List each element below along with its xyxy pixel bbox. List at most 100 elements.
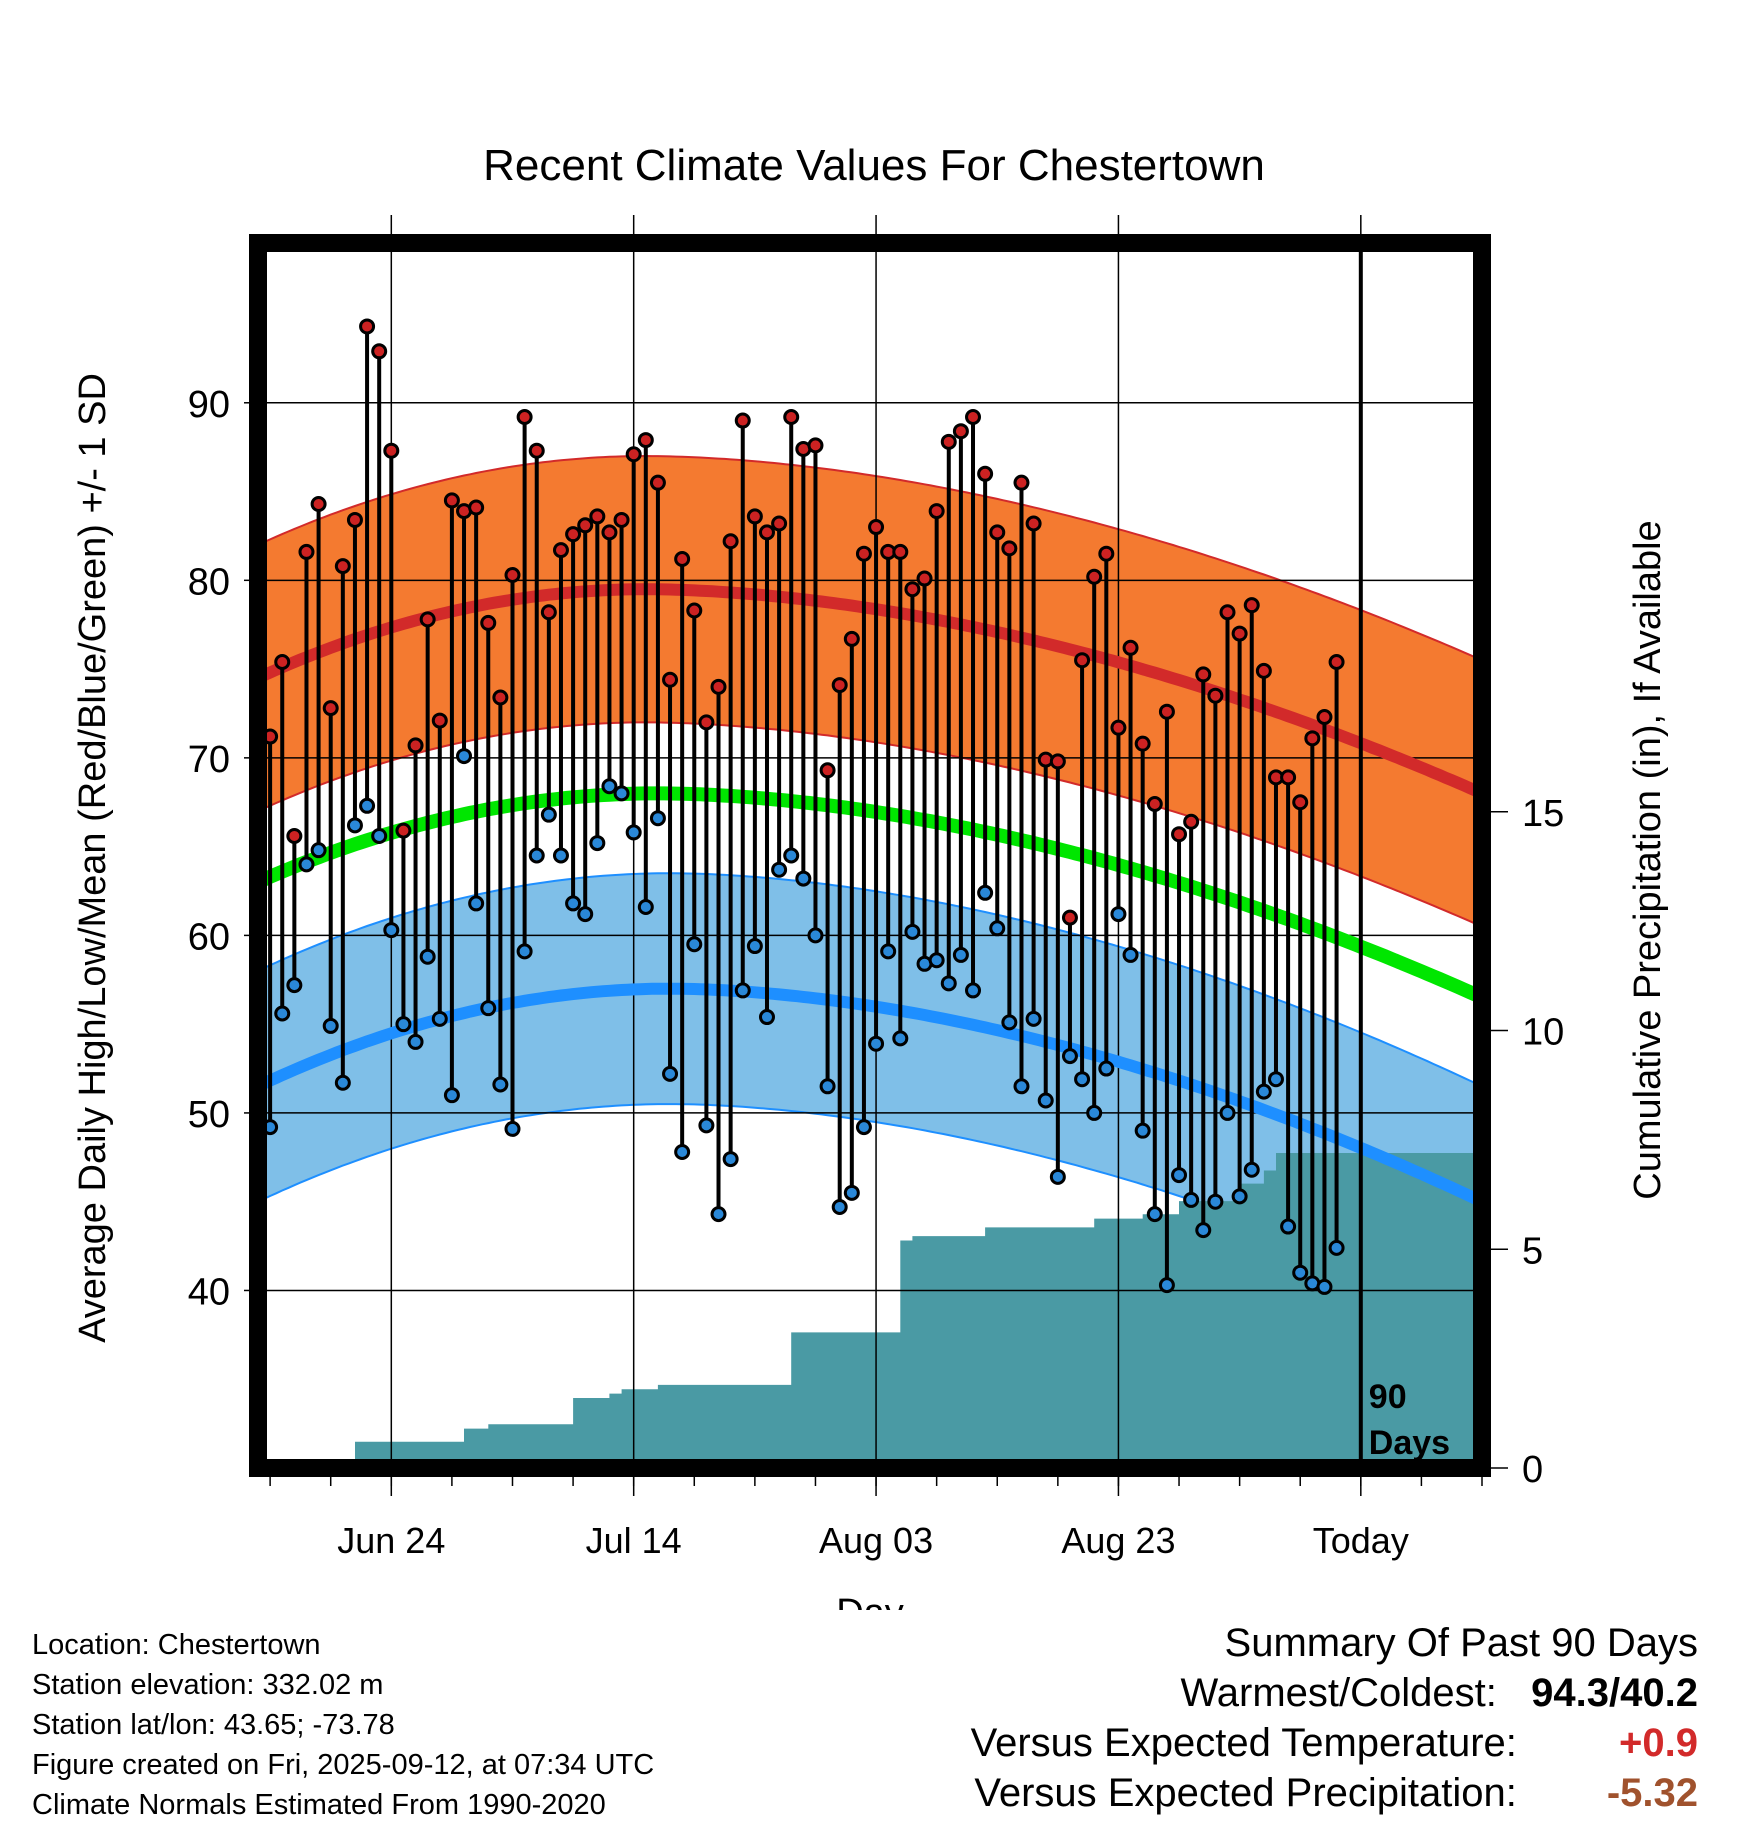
daily-high-point — [625, 446, 642, 463]
daily-low-point — [1001, 1014, 1018, 1031]
daily-high-point — [516, 408, 533, 425]
daily-low-point — [625, 824, 642, 841]
daily-high-point — [989, 524, 1006, 541]
x-tick-label: Aug 23 — [1061, 1520, 1175, 1561]
elevation-text: Station elevation: 332.02 m — [32, 1669, 384, 1701]
daily-low-point — [1292, 1264, 1309, 1281]
daily-high-point — [904, 581, 921, 598]
daily-high-point — [977, 465, 994, 482]
daily-low-point — [540, 806, 557, 823]
daily-high-point — [855, 545, 872, 562]
daily-low-point — [1328, 1239, 1345, 1256]
daily-low-point — [1025, 1010, 1042, 1027]
daily-low-point — [359, 797, 376, 814]
daily-high-point — [322, 700, 339, 717]
daily-low-point — [334, 1074, 351, 1091]
daily-high-point — [589, 508, 606, 525]
daily-low-point — [346, 817, 363, 834]
high-normal-band — [258, 454, 1482, 928]
summary-precip: Versus Expected Precipitation: -5.32 — [971, 1768, 1698, 1818]
daily-high-point — [1231, 625, 1248, 642]
daily-low-point — [383, 922, 400, 939]
daily-low-point — [1255, 1083, 1272, 1100]
daily-low-point — [904, 923, 921, 940]
daily-high-point — [1219, 604, 1236, 621]
daily-high-point — [843, 630, 860, 647]
daily-low-point — [1074, 1071, 1091, 1088]
daily-low-point — [686, 936, 703, 953]
daily-high-point — [334, 558, 351, 575]
y-tick-label: 80 — [188, 561, 230, 603]
daily-high-point — [359, 318, 376, 335]
daily-low-point — [977, 884, 994, 901]
daily-high-point — [540, 604, 557, 621]
daily-low-point — [1134, 1122, 1151, 1139]
daily-low-point — [892, 1030, 909, 1047]
temp-value: +0.9 — [1619, 1721, 1698, 1765]
daily-high-point — [310, 495, 327, 512]
y2-tick-label: 0 — [1522, 1449, 1543, 1491]
daily-low-point — [831, 1199, 848, 1216]
daily-high-point — [1061, 909, 1078, 926]
daily-high-point — [1146, 796, 1163, 813]
daily-high-point — [577, 517, 594, 534]
daily-high-point — [662, 671, 679, 688]
daily-high-point — [868, 519, 885, 536]
location-text: Location: Chestertown — [32, 1629, 321, 1661]
daily-high-point — [1255, 662, 1272, 679]
x-tick-label: Today — [1313, 1520, 1409, 1561]
x-tick-label: Aug 03 — [819, 1520, 933, 1561]
y2-tick-label: 5 — [1522, 1230, 1543, 1272]
daily-low-point — [577, 906, 594, 923]
daily-high-point — [419, 611, 436, 628]
daily-high-point — [1171, 826, 1188, 843]
daily-high-point — [698, 714, 715, 731]
daily-high-point — [383, 442, 400, 459]
daily-low-point — [565, 895, 582, 912]
x-axis-label: Day — [836, 1592, 904, 1610]
daily-high-point — [552, 542, 569, 559]
temp-label: Versus Expected Temperature: — [970, 1721, 1517, 1765]
daily-high-point — [346, 511, 363, 528]
daily-high-point — [504, 566, 521, 583]
daily-low-point — [819, 1078, 836, 1095]
daily-low-point — [431, 1010, 448, 1027]
daily-low-point — [1061, 1048, 1078, 1065]
daily-low-point — [322, 1017, 339, 1034]
daily-high-point — [468, 499, 485, 516]
daily-low-point — [274, 1005, 291, 1022]
daily-high-point — [1134, 735, 1151, 752]
daily-low-point — [371, 827, 388, 844]
plot-clip-group: 90 Days — [258, 243, 1482, 1468]
daily-high-point — [916, 570, 933, 587]
daily-low-point — [868, 1035, 885, 1052]
daily-high-point — [734, 412, 751, 429]
daily-high-point — [1122, 639, 1139, 656]
daily-low-point — [771, 861, 788, 878]
daily-high-point — [480, 614, 497, 631]
y-axis-label: Average Daily High/Low/Mean (Red/Blue/Gr… — [72, 373, 114, 1343]
summary-panel: Summary Of Past 90 Days Warmest/Coldest:… — [971, 1618, 1698, 1818]
daily-high-point — [528, 442, 545, 459]
daily-low-point — [516, 943, 533, 960]
x-tick-label: Jul 14 — [586, 1520, 682, 1561]
daily-low-point — [1316, 1278, 1333, 1295]
daily-low-point — [1183, 1191, 1200, 1208]
daily-low-point — [843, 1184, 860, 1201]
daily-low-point — [928, 952, 945, 969]
daily-low-point — [989, 920, 1006, 937]
daily-low-point — [468, 895, 485, 912]
daily-high-point — [371, 343, 388, 360]
daily-low-point — [1086, 1104, 1103, 1121]
daily-high-point — [783, 408, 800, 425]
daily-low-point — [443, 1087, 460, 1104]
daily-low-point — [613, 785, 630, 802]
daily-low-point — [795, 870, 812, 887]
daily-low-point — [1037, 1092, 1054, 1109]
daily-low-point — [395, 1016, 412, 1033]
summary-temp: Versus Expected Temperature: +0.9 — [971, 1718, 1698, 1768]
daily-high-point — [1280, 769, 1297, 786]
daily-high-point — [1086, 568, 1103, 585]
daily-high-point — [1207, 687, 1224, 704]
climate-chart: Recent Climate Values For Chestertown 90… — [72, 141, 1669, 1610]
